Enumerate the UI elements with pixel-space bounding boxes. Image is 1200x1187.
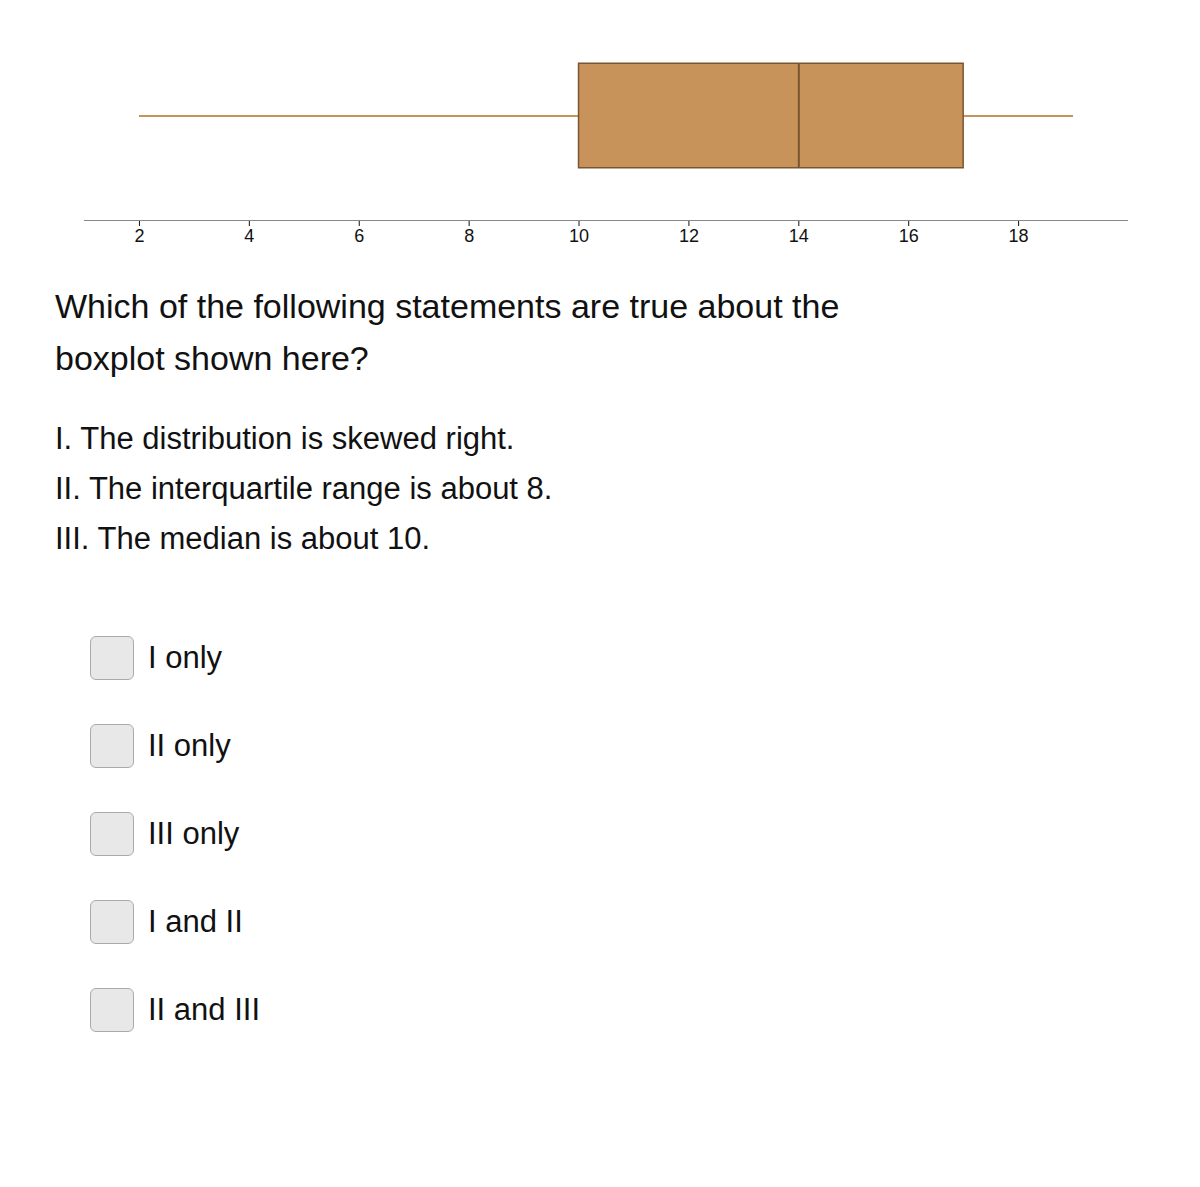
html-text:I only: I only (148, 640, 223, 675)
html-text:Which of the following stateme: Which of the following statements are tr… (55, 287, 840, 325)
svg-text:10: 10 (569, 226, 589, 246)
html-text:II. The interquartile range is: II. The interquartile range is about 8. (55, 471, 553, 506)
html-text:II and III: II and III (148, 992, 260, 1027)
svg-text:16: 16 (899, 226, 919, 246)
html-text:III only: III only (148, 816, 240, 851)
svg-text:12: 12 (679, 226, 699, 246)
html-text:III. The median is about 10.: III. The median is about 10. (55, 521, 431, 556)
svg-text:4: 4 (244, 226, 254, 246)
svg-text:2: 2 (134, 226, 144, 246)
html-text:I and II: I and II (148, 904, 243, 939)
html-text:II only: II only (148, 728, 231, 763)
html-text:I. The distribution is skewed: I. The distribution is skewed right. (55, 421, 515, 456)
svg-text:8: 8 (464, 226, 474, 246)
svg-text:18: 18 (1009, 226, 1029, 246)
svg-text:14: 14 (789, 226, 809, 246)
html-text:boxplot shown here?: boxplot shown here? (55, 339, 369, 377)
svg-text:6: 6 (354, 226, 364, 246)
